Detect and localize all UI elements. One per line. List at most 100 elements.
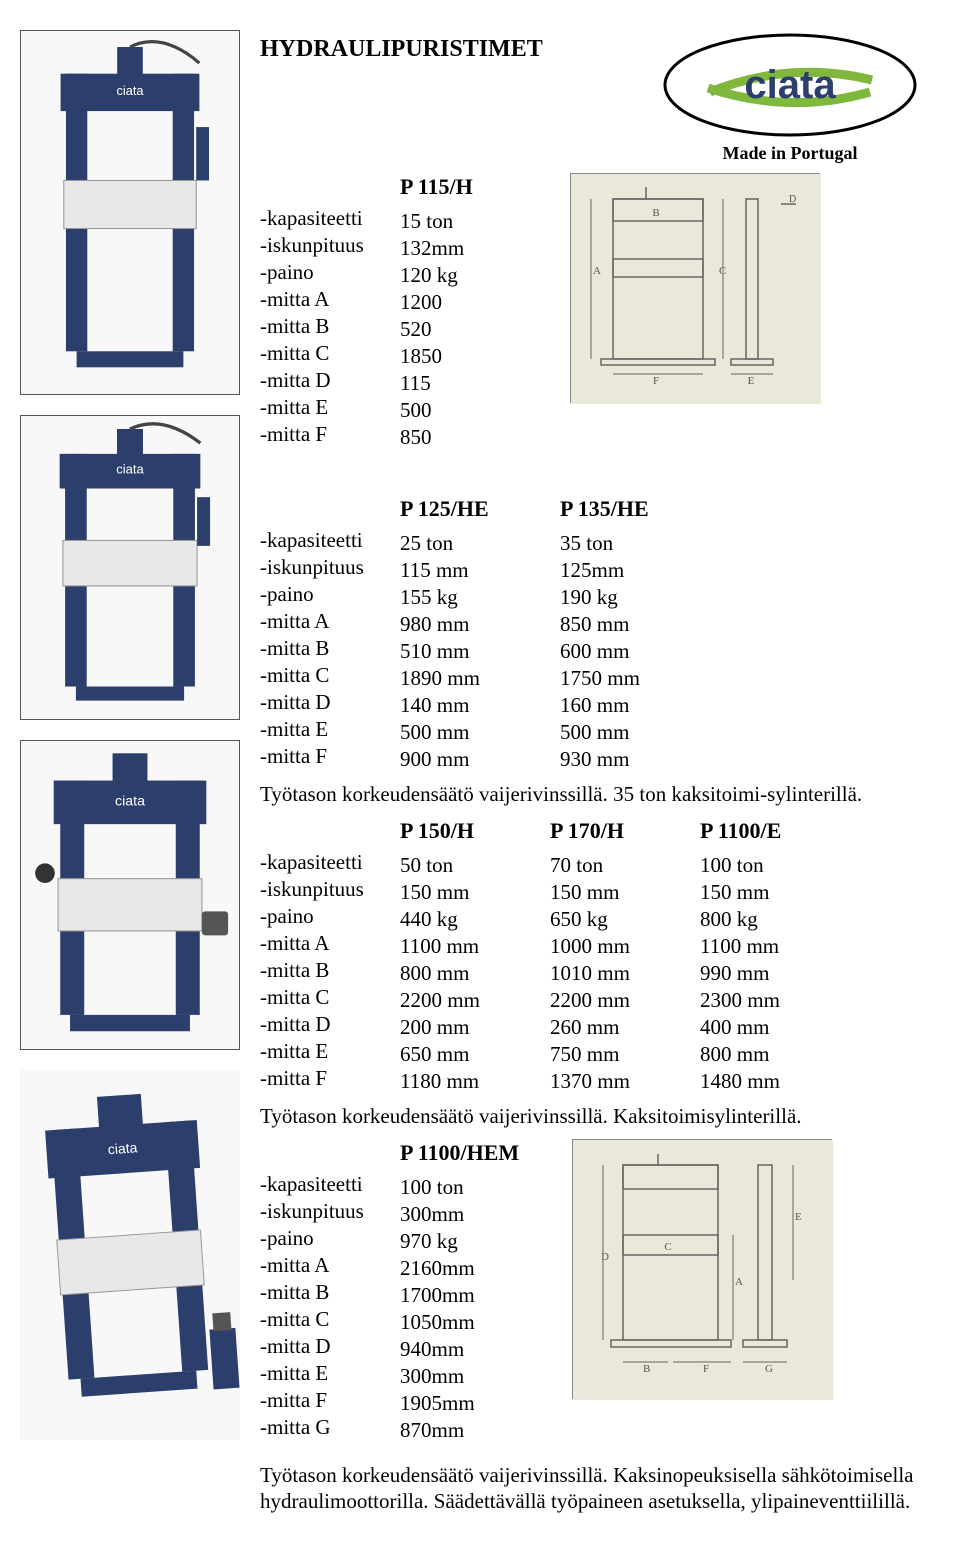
spec-value: 930 mm [560,746,720,773]
spec-label: -mitta C [260,340,400,367]
spec-value: 155 kg [400,584,560,611]
spec-value: 990 mm [700,960,850,987]
spec-value: 800 kg [700,906,850,933]
spec-value: 190 kg [560,584,720,611]
spec-value: 150 mm [550,879,700,906]
spec-value: 850 [400,424,550,451]
page-title: HYDRAULIPURISTIMET [260,30,543,64]
spec-label: -kapasiteetti [260,1171,400,1198]
spec-value: 850 mm [560,611,720,638]
spec-value: 400 mm [700,1014,850,1041]
spec-label: -paino [260,1225,400,1252]
svg-text:C: C [664,1241,671,1253]
spec-label: -paino [260,581,400,608]
spec-value: 1850 [400,343,550,370]
spec-label: -mitta F [260,421,400,448]
spec1-labels: -kapasiteetti-iskunpituus-paino-mitta A-… [260,173,400,451]
spec2-col1: P 125/HE25 ton115 mm155 kg980 mm510 mm18… [400,495,560,773]
product-image-column: ciata ciata [20,30,250,1525]
spec2-col2: P 135/HE35 ton125mm190 kg850 mm600 mm175… [560,495,720,773]
spec-value: 2300 mm [700,987,850,1014]
spec-value: 870mm [400,1417,560,1444]
svg-text:ciata: ciata [116,461,144,476]
spec-label: -mitta B [260,635,400,662]
spec-value: 940mm [400,1336,560,1363]
spec-value: 2160mm [400,1255,560,1282]
spec-value: 150 mm [400,879,550,906]
spec-value: 1050mm [400,1309,560,1336]
svg-text:ciata: ciata [107,1139,138,1157]
spec-value: 980 mm [400,611,560,638]
spec-label: -mitta A [260,930,400,957]
note-3: Työtason korkeudensäätö vaijerivinssillä… [260,1103,920,1129]
dimension-diagram-1: D A B C F E [570,173,820,403]
spec-label [260,495,400,527]
spec-value: 160 mm [560,692,720,719]
brand-logo: ciata Made in Portugal [660,30,920,165]
spec-value: 2200 mm [550,987,700,1014]
spec-label: -mitta C [260,662,400,689]
spec-value: 1100 mm [400,933,550,960]
spec-table-3: -kapasiteetti-iskunpituus-paino-mitta A-… [260,817,920,1095]
spec-label: -mitta F [260,1065,400,1092]
spec-label: -mitta G [260,1414,400,1441]
spec-value: 70 ton [550,852,700,879]
spec-label: -kapasiteetti [260,849,400,876]
model-header: P 170/H [550,817,700,849]
svg-text:F: F [653,375,659,387]
svg-text:E: E [795,1211,802,1223]
spec-value: 800 mm [400,960,550,987]
spec-value: 260 mm [550,1014,700,1041]
svg-text:G: G [765,1363,773,1375]
spec-label: -mitta C [260,984,400,1011]
dimension-diagram-2: D C A E B F G [572,1139,832,1399]
spec-label: -iskunpituus [260,232,400,259]
spec-value: 150 mm [700,879,850,906]
spec-label: -iskunpituus [260,1198,400,1225]
made-in-label: Made in Portugal [723,142,858,165]
spec-value: 1010 mm [550,960,700,987]
spec-value: 300mm [400,1201,560,1228]
spec-label: -paino [260,259,400,286]
spec-value: 510 mm [400,638,560,665]
spec-label: -mitta D [260,1333,400,1360]
spec3-labels: -kapasiteetti-iskunpituus-paino-mitta A-… [260,817,400,1095]
spec2-labels: -kapasiteetti-iskunpituus-paino-mitta A-… [260,495,400,773]
spec4-labels: -kapasiteetti-iskunpituus-paino-mitta A-… [260,1139,400,1444]
spec-label: -mitta B [260,313,400,340]
spec-value: 200 mm [400,1014,550,1041]
spec-value: 125mm [560,557,720,584]
spec-label: -mitta E [260,1038,400,1065]
spec-label: -mitta E [260,716,400,743]
spec-value: 600 mm [560,638,720,665]
svg-text:D: D [601,1251,609,1263]
spec-value: 520 [400,316,550,343]
spec-label: -iskunpituus [260,876,400,903]
spec-value: 500 mm [400,719,560,746]
spec-table-2: -kapasiteetti-iskunpituus-paino-mitta A-… [260,495,920,773]
svg-text:ciata: ciata [744,63,836,107]
spec-value: 1700mm [400,1282,560,1309]
spec1-values: P 115/H15 ton132mm120 kg1200520185011550… [400,173,550,451]
spec-value: 1200 [400,289,550,316]
press-photo-4: ciata [20,1070,240,1440]
spec-value: 500 [400,397,550,424]
svg-text:E: E [748,375,755,387]
spec-value: 650 kg [550,906,700,933]
spec-label [260,817,400,849]
svg-text:A: A [593,265,601,277]
spec-value: 1905mm [400,1390,560,1417]
spec-label: -iskunpituus [260,554,400,581]
svg-text:ciata: ciata [115,794,145,810]
spec-label: -mitta B [260,957,400,984]
spec-label: -kapasiteetti [260,527,400,554]
spec-value: 900 mm [400,746,560,773]
spec-value: 1750 mm [560,665,720,692]
spec-label: -mitta A [260,286,400,313]
spec-value: 440 kg [400,906,550,933]
spec4-values: P 1100/HEM100 ton300mm970 kg2160mm1700mm… [400,1139,560,1444]
svg-text:A: A [735,1276,743,1288]
spec-value: 800 mm [700,1041,850,1068]
spec-value: 300mm [400,1363,560,1390]
model-header: P 150/H [400,817,550,849]
